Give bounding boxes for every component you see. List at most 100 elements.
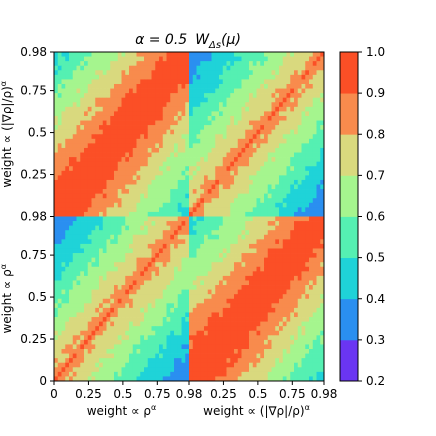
heatmap-cell [136,157,141,163]
heatmap-cell [84,134,89,140]
heatmap-cell [159,303,164,309]
heatmap-cell [204,253,209,258]
heatmap-cell [177,115,182,121]
heatmap-cell [102,344,107,350]
heatmap-cell [200,275,205,281]
heatmap-cell [294,275,299,281]
heatmap-cell [286,120,291,126]
heatmap-cell [189,65,194,71]
heatmap-cell [196,330,201,336]
heatmap-cell [294,93,299,99]
heatmap-cell [320,175,325,181]
heatmap-cell [61,70,66,76]
heatmap-cell [204,271,209,277]
heatmap-cell [170,106,175,112]
heatmap-cell [170,230,175,236]
heatmap-cell [117,79,122,85]
heatmap-cell [87,125,92,131]
heatmap-cell [87,371,92,377]
heatmap-cell [91,170,96,176]
heatmap-cell [69,253,74,258]
heatmap-cell [230,353,235,359]
heatmap-cell [204,138,209,144]
heatmap-cell [215,93,220,99]
heatmap-cell [61,344,66,350]
heatmap-cell [84,152,89,158]
heatmap-cell [181,152,186,158]
heatmap-cell [185,129,190,135]
heatmap-cell [215,138,220,144]
heatmap-cell [316,106,321,112]
heatmap-cell [279,257,284,263]
heatmap-cell [226,303,231,309]
heatmap-cell [106,202,111,208]
heatmap-cell [275,83,280,89]
heatmap-cell [132,335,137,341]
heatmap-cell [320,189,325,194]
heatmap-cell [162,303,167,309]
heatmap-cell [241,166,246,172]
heatmap-cell [181,344,186,350]
heatmap-cell [192,184,197,190]
heatmap-cell [61,262,66,268]
heatmap-cell [132,170,137,176]
heatmap-cell [211,243,216,249]
heatmap-cell [185,56,190,62]
heatmap-cell [65,280,70,286]
heatmap-cell [226,102,231,108]
heatmap-cell [114,289,119,295]
heatmap-cell [181,330,186,336]
heatmap-cell [136,147,141,153]
heatmap-cell [155,102,160,108]
heatmap-cell [245,239,250,245]
heatmap-cell [106,216,111,222]
heatmap-cell [177,285,182,290]
heatmap-cell [211,317,216,322]
heatmap-cell [80,312,85,318]
heatmap-cell [222,125,227,131]
heatmap-cell [204,152,209,158]
heatmap-cell [136,83,141,89]
heatmap-cell [222,74,227,80]
heatmap-cell [219,230,224,236]
heatmap-cell [290,147,295,153]
heatmap-cell [294,335,299,341]
heatmap-cell [215,143,220,149]
heatmap-cell [230,161,235,167]
heatmap-cell [57,70,62,76]
heatmap-cell [174,285,179,290]
heatmap-cell [166,83,171,89]
heatmap-cell [252,280,257,286]
heatmap-cell [260,234,265,240]
heatmap-cell [114,221,119,226]
heatmap-cell [174,344,179,350]
heatmap-cell [241,184,246,190]
heatmap-cell [192,239,197,245]
heatmap-cell [297,344,302,350]
heatmap-cell [237,275,242,281]
heatmap-cell [275,61,280,67]
heatmap-cell [125,106,130,112]
heatmap-cell [294,120,299,126]
heatmap-cell [106,239,111,245]
heatmap-cell [147,52,152,57]
heatmap-cell [230,207,235,213]
heatmap-cell [95,184,100,190]
heatmap-cell [110,243,115,249]
heatmap-cell [271,193,276,199]
heatmap-cell [114,312,119,318]
heatmap-cell [144,285,149,290]
heatmap-cell [222,239,227,245]
heatmap-cell [69,262,74,268]
heatmap-cell [234,262,239,268]
heatmap-cell [249,207,254,213]
heatmap-cell [316,198,321,204]
heatmap-cell [76,248,81,254]
heatmap-cell [309,120,314,126]
heatmap-cell [140,289,145,295]
heatmap-cell [132,216,137,222]
heatmap-cell [132,289,137,295]
heatmap-cell [252,243,257,249]
heatmap-cell [237,349,242,354]
heatmap-cell [249,202,254,208]
